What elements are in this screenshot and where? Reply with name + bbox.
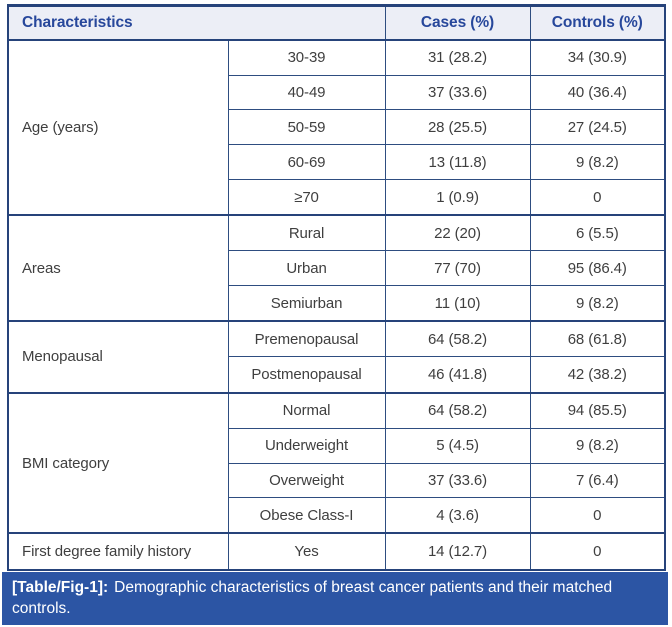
- category-cell: ≥70: [227, 179, 386, 216]
- cases-cell: 5 (4.5): [384, 427, 531, 464]
- category-cell: Rural: [227, 214, 386, 252]
- cases-cell: 46 (41.8): [384, 356, 531, 394]
- category-cell: 40-49: [227, 74, 386, 111]
- group-label: Areas: [7, 214, 229, 322]
- header-cases: Cases (%): [384, 5, 531, 41]
- table-row: BMI category Normal 64 (58.2) 94 (85.5): [7, 391, 666, 534]
- controls-cell: 0: [529, 532, 666, 571]
- cases-cell: 64 (58.2): [384, 320, 531, 358]
- group-label: BMI category: [7, 391, 229, 534]
- cases-cell: 11 (10): [384, 285, 531, 322]
- controls-cell: 6 (5.5): [529, 214, 666, 252]
- cases-cell: 14 (12.7): [384, 532, 531, 571]
- cases-cell: 22 (20): [384, 214, 531, 252]
- table-row: 60-69 13 (11.8) 9 (8.2): [8, 144, 666, 181]
- table-row: Menopausal Premenopausal 64 (58.2) 68 (61.8…: [7, 320, 666, 394]
- table-row: Urban 77 (70) 95 (86.4): [8, 250, 666, 287]
- cases-cell: 37 (33.6): [384, 74, 531, 111]
- category-cell: Obese Class-I: [227, 497, 386, 534]
- group-label: Menopausal: [7, 320, 229, 394]
- controls-cell: 27 (24.5): [529, 109, 666, 146]
- category-cell: Semiurban: [227, 285, 386, 322]
- controls-cell: 9 (8.2): [529, 285, 666, 322]
- cases-cell: 31 (28.2): [384, 39, 531, 76]
- controls-cell: 0: [529, 497, 666, 534]
- category-cell: Yes: [227, 532, 386, 571]
- cases-cell: 28 (25.5): [384, 109, 531, 146]
- cases-cell: 77 (70): [384, 250, 531, 287]
- group-label: Age (years): [7, 39, 229, 216]
- controls-cell: 7 (6.4): [529, 462, 666, 499]
- controls-cell: 42 (38.2): [529, 356, 666, 394]
- table-row: Underweight 5 (4.5) 9 (8.2): [8, 427, 666, 464]
- demographics-table: Characteristics Cases (%) Controls (%) A…: [7, 4, 667, 571]
- caption-label: [Table/Fig-1]:: [12, 579, 109, 596]
- table-row: First degree family history Yes 14 (12.7) 0: [7, 532, 666, 571]
- table-row: 40-49 37 (33.6) 40 (36.4): [8, 74, 666, 111]
- cases-cell: 64 (58.2): [384, 391, 531, 429]
- category-cell: Overweight: [227, 462, 386, 499]
- category-cell: 60-69: [227, 144, 386, 181]
- header-controls: Controls (%): [529, 5, 666, 41]
- category-cell: Urban: [227, 250, 386, 287]
- controls-cell: 9 (8.2): [529, 427, 666, 464]
- cases-cell: 13 (11.8): [384, 144, 531, 181]
- cases-cell: 1 (0.9): [384, 179, 531, 216]
- controls-cell: 68 (61.8): [529, 320, 666, 358]
- controls-cell: 94 (85.5): [529, 391, 666, 429]
- table-row: ≥70 1 (0.9) 0: [8, 179, 666, 216]
- category-cell: Premenopausal: [227, 320, 386, 358]
- table-row: Semiurban 11 (10) 9 (8.2): [8, 285, 666, 322]
- table-row: Areas Rural 22 (20) 6 (5.5): [7, 214, 666, 322]
- header-characteristics: Characteristics: [7, 5, 386, 41]
- category-cell: Normal: [227, 391, 386, 429]
- table-row: Overweight 37 (33.6) 7 (6.4): [8, 462, 666, 499]
- controls-cell: 95 (86.4): [529, 250, 666, 287]
- controls-cell: 34 (30.9): [529, 39, 666, 76]
- table-row: 50-59 28 (25.5) 27 (24.5): [8, 109, 666, 146]
- cases-cell: 4 (3.6): [384, 497, 531, 534]
- table-caption: [Table/Fig-1]: Demographic characteristic…: [2, 572, 668, 625]
- group-label: First degree family history: [7, 532, 229, 571]
- table-row: Age (years) 30-39 31 (28.2) 34 (30.9): [7, 39, 666, 216]
- cases-cell: 37 (33.6): [384, 462, 531, 499]
- controls-cell: 0: [529, 179, 666, 216]
- category-cell: Postmenopausal: [227, 356, 386, 394]
- table-body: Age (years) 30-39 31 (28.2) 34 (30.9) 40-49 3…: [7, 39, 666, 571]
- table-header-row: Characteristics Cases (%) Controls (%): [7, 5, 666, 41]
- category-cell: Underweight: [227, 427, 386, 464]
- controls-cell: 9 (8.2): [529, 144, 666, 181]
- category-cell: 30-39: [227, 39, 386, 76]
- controls-cell: 40 (36.4): [529, 74, 666, 111]
- caption-text: Demographic characteristics of breast ca…: [12, 579, 613, 617]
- category-cell: 50-59: [227, 109, 386, 146]
